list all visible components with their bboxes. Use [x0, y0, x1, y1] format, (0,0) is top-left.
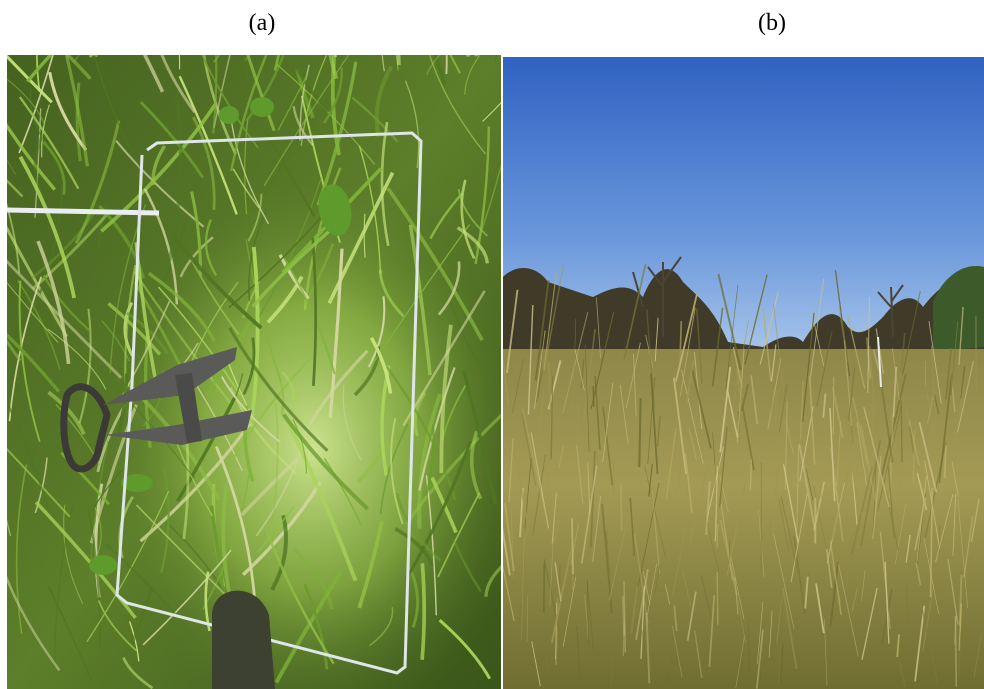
treeline: [503, 266, 984, 357]
white-tape: [7, 207, 160, 216]
wire-quadrat-frame: [115, 131, 423, 675]
meadow-landscape-photo: [503, 57, 984, 689]
white-marker-stake: [877, 336, 882, 388]
meadow-grass-strokes: [503, 264, 982, 689]
meadow-image: [503, 57, 984, 689]
grass-quadrat-photo: [7, 55, 501, 689]
clover-leaves: [89, 97, 352, 575]
boot: [212, 590, 275, 689]
bare-tree-branches: [632, 256, 904, 338]
panel-label-a: (a): [248, 10, 276, 36]
clippers-tool: [60, 347, 252, 473]
panel-label-b: (b): [758, 10, 786, 36]
grass-quadrat-image: [7, 55, 501, 689]
